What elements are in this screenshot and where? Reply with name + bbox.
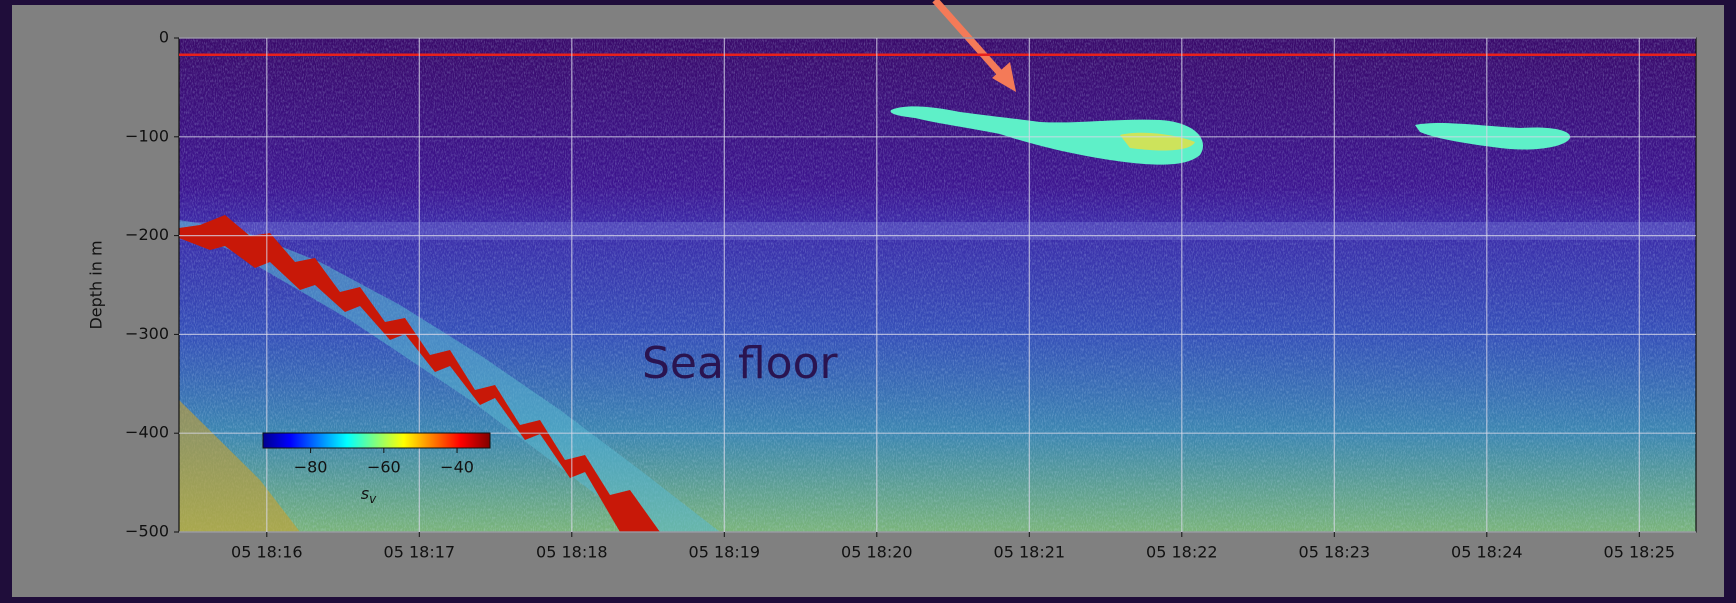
colorbar-label: sv: [361, 484, 377, 506]
fish-school: [890, 106, 1204, 165]
echogram: [179, 38, 1696, 532]
annotation: Sea floor: [642, 338, 839, 389]
y-tick-label: −200: [125, 225, 169, 244]
x-tick-label: 05 18:24: [1451, 543, 1523, 562]
x-tick-label: 05 18:20: [841, 543, 913, 562]
colorbar: [262, 432, 491, 449]
y-axis-label: Depth in m: [87, 240, 106, 329]
colorbar-tick-label: −60: [367, 458, 401, 477]
sea-floor-echo: [179, 215, 660, 532]
x-tick-label: 05 18:23: [1299, 543, 1371, 562]
x-tick-label: 05 18:16: [231, 543, 303, 562]
y-tick-label: −400: [125, 423, 169, 442]
sea-floor-halo: [179, 220, 720, 532]
x-tick-label: 05 18:18: [536, 543, 608, 562]
x-tick-label: 05 18:19: [689, 543, 761, 562]
y-tick-label: −500: [125, 522, 169, 541]
y-tick-label: −300: [125, 324, 169, 343]
x-tick-label: 05 18:25: [1604, 543, 1676, 562]
x-tick-label: 05 18:21: [994, 543, 1066, 562]
y-tick-label: −100: [125, 126, 169, 145]
y-tick-label: 0: [159, 28, 169, 47]
arrow: [932, 0, 1009, 83]
colorbar-tick-label: −40: [440, 458, 474, 477]
colorbar-tick-label: −80: [294, 458, 328, 477]
x-tick-label: 05 18:17: [384, 543, 456, 562]
colorbar-label-sub: v: [369, 492, 377, 506]
x-tick-label: 05 18:22: [1146, 543, 1218, 562]
colorbar-label-main: s: [361, 484, 369, 503]
arrow-head: [992, 62, 1016, 92]
bottom-echo: [179, 225, 300, 532]
